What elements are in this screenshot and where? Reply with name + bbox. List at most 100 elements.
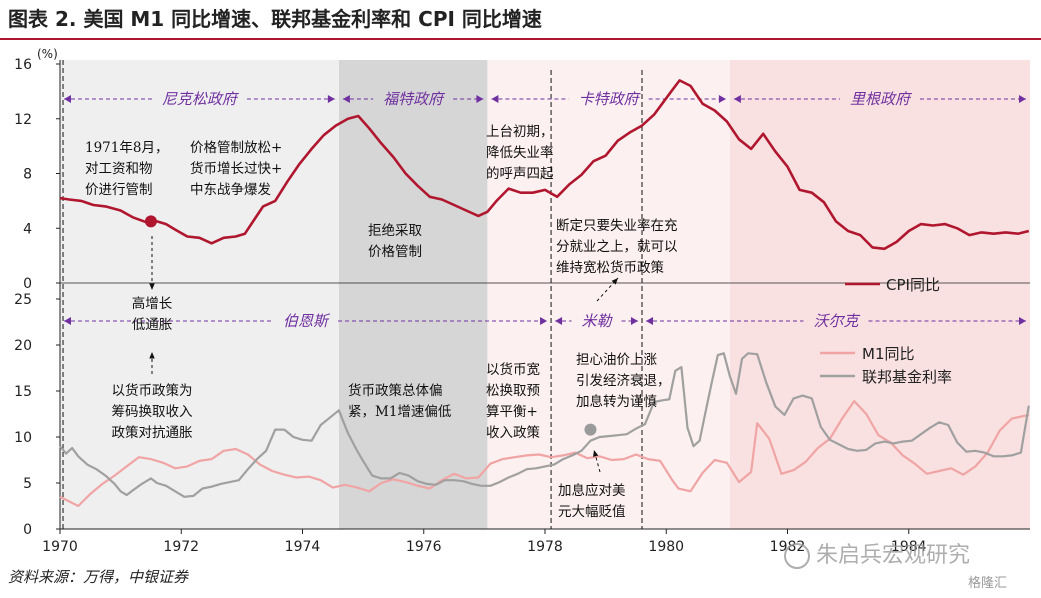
annotation-a_dollar: 加息应对美元大幅贬值 bbox=[558, 482, 626, 520]
legend-cpi-label: CPI同比 bbox=[886, 276, 940, 294]
series-m1-line bbox=[59, 400, 1030, 508]
bottom-y-tick-label: 10 bbox=[14, 430, 32, 446]
annotation-line: 价进行管制 bbox=[85, 182, 153, 198]
administration-period-label: 福特政府 bbox=[383, 90, 446, 108]
x-tick-label: 1970 bbox=[42, 539, 78, 555]
annotation-line: 的呼声四起 bbox=[486, 166, 554, 182]
fed-chair-period-arrowhead bbox=[1019, 317, 1026, 325]
annotation-a_budget: 以货币宽松换取预算平衡+ 收入政策 bbox=[486, 361, 540, 441]
top-y-tick-label: 8 bbox=[23, 167, 32, 183]
annotation-line: 算平衡+ bbox=[486, 404, 538, 420]
source-note: 资料来源：万得，中银证券 bbox=[8, 568, 189, 586]
title-rule bbox=[0, 38, 1041, 40]
series-cpi-line bbox=[59, 79, 1030, 251]
fed-chair-period-arrowhead bbox=[631, 317, 638, 325]
era-band-0 bbox=[60, 60, 339, 529]
bottom-y-tick-label: 15 bbox=[14, 384, 32, 400]
watermark-secondary: 格隆汇 bbox=[968, 576, 1008, 591]
cpi-highlight-marker bbox=[144, 215, 157, 228]
x-tick-label: 1980 bbox=[648, 539, 684, 555]
annotation-line: 对工资和物 bbox=[85, 161, 153, 177]
x-tick-label: 1984 bbox=[891, 539, 927, 555]
annotation-line: 元大幅贬值 bbox=[558, 504, 626, 520]
fed-chair-period-arrowhead bbox=[540, 317, 548, 325]
top-y-tick-label: 12 bbox=[14, 112, 32, 128]
annotation-line: 价格管制 bbox=[368, 244, 422, 260]
administration-period-arrowhead bbox=[491, 95, 499, 103]
administration-period-label: 尼克松政府 bbox=[162, 90, 240, 108]
x-tick-label: 1978 bbox=[527, 539, 563, 555]
administration-period-arrowhead bbox=[476, 95, 484, 103]
top-y-axis-unit: (%) bbox=[37, 47, 58, 61]
annotation-a_control: 价格管制放松+ 货币增长过快+ 中东战争爆发 bbox=[190, 140, 282, 198]
pointer-arrow-head bbox=[593, 450, 599, 457]
annotation-line: 断定只要失业率在充 bbox=[556, 217, 678, 234]
annotation-a_reject: 拒绝采取价格管制 bbox=[368, 223, 422, 260]
annotation-line: 加息应对美 bbox=[558, 482, 626, 499]
annotation-line: 担心油价上涨 bbox=[576, 352, 657, 368]
administration-period-label: 里根政府 bbox=[850, 90, 913, 108]
pointer-arrow-head bbox=[611, 278, 618, 285]
administration-period-label: 卡特政府 bbox=[579, 90, 642, 108]
x-tick-label: 1972 bbox=[163, 539, 199, 555]
annotation-line: 货币政策总体偏 bbox=[348, 382, 443, 399]
administration-period-arrowhead bbox=[342, 95, 350, 103]
fed-chair-period-arrowhead bbox=[64, 317, 71, 325]
annotation-line: 收入政策 bbox=[486, 424, 540, 441]
annotation-line: 降低失业率 bbox=[486, 144, 554, 161]
annotation-line: 高增长 bbox=[132, 295, 173, 312]
watermark-text: 朱启兵宏观研究 bbox=[816, 543, 971, 568]
top-y-tick-label: 4 bbox=[23, 221, 32, 237]
era-band-4 bbox=[729, 60, 1030, 529]
annotation-a_loose: 货币政策总体偏紧，M1增速偏低 bbox=[348, 382, 452, 420]
administration-period-arrowhead bbox=[64, 95, 71, 103]
series-fed-funds-line bbox=[59, 352, 1030, 498]
era-band-2 bbox=[487, 60, 642, 529]
annotation-line: 加息转为谨慎 bbox=[576, 393, 657, 410]
annotation-a_policy: 以货币政策为筹码换取收入政策对抗通胀 bbox=[112, 382, 193, 441]
annotation-line: 1971年8月， bbox=[85, 140, 168, 156]
era-band-1 bbox=[338, 60, 488, 529]
top-y-tick-label: 0 bbox=[23, 276, 32, 292]
annotation-line: 维持宽松货币政策 bbox=[556, 259, 664, 276]
fed-chair-period-label: 米勒 bbox=[582, 312, 614, 330]
annotation-line: 货币增长过快+ bbox=[190, 160, 282, 177]
administration-period-arrowhead bbox=[733, 95, 741, 103]
annotation-line: 价格管制放松+ bbox=[190, 140, 282, 156]
annotation-line: 政策对抗通胀 bbox=[112, 424, 193, 441]
annotation-a_oil: 担心油价上涨引发经济衰退， 加息转为谨慎 bbox=[576, 352, 671, 410]
chart-area: 0 4 8 12 16 (%) 0 5 10 15 20 25 1970 1972 1974 1976 1978… bbox=[14, 47, 1030, 555]
annotation-line: 低通胀 bbox=[132, 317, 173, 333]
bottom-y-tick-label: 20 bbox=[14, 338, 32, 354]
era-band-3 bbox=[642, 60, 730, 529]
top-y-tick-label: 16 bbox=[14, 57, 32, 73]
annotation-line: 筹码换取收入 bbox=[112, 403, 193, 420]
figure-title: 图表 2. 美国 M1 同比增速、联邦基金利率和 CPI 同比增速 bbox=[8, 7, 542, 31]
fed-chair-period-arrowhead bbox=[555, 317, 563, 325]
ffr-highlight-marker bbox=[584, 423, 597, 436]
pointer-arrow-head bbox=[149, 283, 155, 290]
annotation-line: 引发经济衰退， bbox=[576, 372, 671, 389]
bottom-y-tick-label: 0 bbox=[23, 522, 32, 538]
annotation-line: 松换取预 bbox=[486, 383, 540, 399]
watermark: 朱启兵宏观研究 bbox=[784, 537, 970, 569]
fed-chair-period-arrowhead bbox=[646, 317, 653, 325]
legend-m1-label: M1同比 bbox=[862, 345, 915, 363]
annotation-line: 紧，M1增速偏低 bbox=[348, 404, 452, 420]
annotation-line: 中东战争爆发 bbox=[190, 182, 271, 198]
pointer-arrow-head bbox=[149, 352, 155, 359]
annotation-line: 上台初期， bbox=[486, 123, 554, 140]
annotation-line: 以货币政策为 bbox=[112, 382, 193, 399]
annotation-a1971: 1971年8月， 对工资和物价进行管制 bbox=[85, 140, 168, 198]
bottom-y-tick-label: 5 bbox=[23, 476, 32, 492]
annotation-line: 以货币宽 bbox=[486, 361, 540, 378]
legend-ffr-label: 联邦基金利率 bbox=[862, 368, 952, 386]
annotation-a_carter: 上台初期， 降低失业率的呼声四起 bbox=[486, 123, 554, 182]
x-tick-label: 1974 bbox=[285, 539, 321, 555]
annotation-line: 拒绝采取 bbox=[368, 223, 422, 239]
x-tick-label: 1976 bbox=[406, 539, 442, 555]
administration-period-arrowhead bbox=[1019, 95, 1026, 103]
bottom-y-tick-label: 25 bbox=[14, 292, 32, 308]
fed-chair-period-label: 沃尔克 bbox=[813, 312, 860, 330]
annotation-line: 分就业之上，就可以 bbox=[556, 239, 678, 255]
